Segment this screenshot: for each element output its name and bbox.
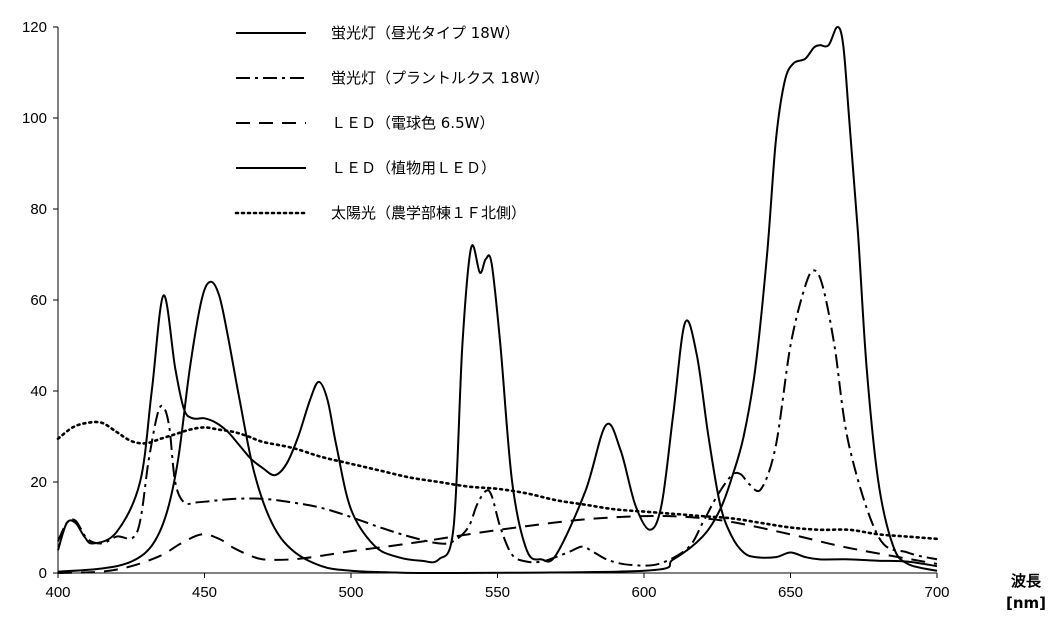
x-axis-unit: [nm] bbox=[1006, 594, 1046, 612]
y-tick-label: 20 bbox=[30, 474, 47, 491]
series-line-4 bbox=[57, 26, 938, 574]
x-axis-title: 波長 bbox=[1011, 572, 1042, 590]
x-tick-label: 650 bbox=[778, 584, 803, 601]
x-tick-label: 600 bbox=[631, 584, 656, 601]
x-tick-label: 400 bbox=[45, 584, 70, 601]
legend-label-3: ＬＥＤ（電球色 6.5W） bbox=[331, 114, 494, 132]
y-tick-label: 40 bbox=[30, 383, 47, 400]
x-tick-label: 550 bbox=[485, 584, 510, 601]
axes bbox=[57, 27, 937, 574]
series-line-5 bbox=[56, 420, 939, 541]
y-tick-label: 80 bbox=[30, 201, 47, 218]
series-line-3 bbox=[57, 514, 938, 574]
y-tick-label: 0 bbox=[39, 565, 47, 582]
x-tick-label: 500 bbox=[338, 584, 363, 601]
plot-lines bbox=[56, 26, 939, 574]
legend-label-5: 太陽光（農学部棟１Ｆ北側） bbox=[331, 204, 526, 222]
y-tick-label: 100 bbox=[22, 110, 47, 127]
legend-label-1: 蛍光灯（昼光タイプ 18W） bbox=[331, 24, 520, 42]
legend-label-2: 蛍光灯（プラントルクス 18W） bbox=[331, 69, 549, 87]
y-tick-label: 60 bbox=[30, 292, 47, 309]
y-tick-label: 120 bbox=[22, 19, 47, 36]
x-tick-label: 450 bbox=[192, 584, 217, 601]
ticks: 400 450 500 550 600 650 700 0 20 40 60 80 100 120 bbox=[22, 19, 950, 601]
x-tick-label: 700 bbox=[924, 584, 949, 601]
legend-label-4: ＬＥＤ（植物用ＬＥＤ） bbox=[331, 159, 496, 177]
series-line-2 bbox=[57, 269, 938, 567]
legend: 蛍光灯（昼光タイプ 18W） 蛍光灯（プラントルクス 18W） ＬＥＤ（電球色 6.… bbox=[234, 24, 549, 222]
